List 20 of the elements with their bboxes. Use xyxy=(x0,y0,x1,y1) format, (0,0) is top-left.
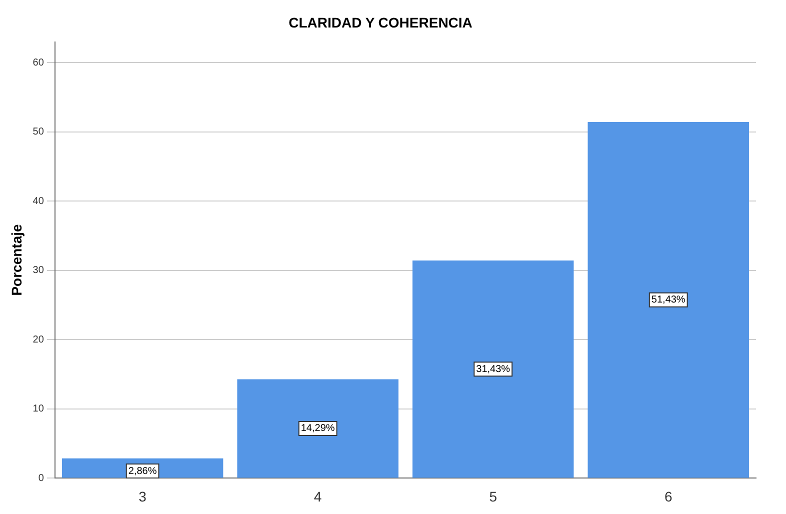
x-tick-label: 6 xyxy=(664,488,672,504)
y-axis-title: Porcentaje xyxy=(8,224,24,296)
y-tick-label: 20 xyxy=(32,334,44,346)
bar xyxy=(237,379,398,478)
y-tick-label: 40 xyxy=(32,196,44,207)
y-tick-label: 60 xyxy=(32,57,44,68)
bar xyxy=(588,122,749,478)
x-tick-label: 4 xyxy=(314,488,322,504)
data-label: 2,86% xyxy=(128,466,157,477)
data-label: 31,43% xyxy=(476,364,510,375)
y-tick-label: 10 xyxy=(32,404,44,415)
bar xyxy=(412,260,574,478)
chart-title: CLARIDAD Y COHERENCIA xyxy=(288,14,472,30)
x-tick-label: 5 xyxy=(489,488,498,504)
y-tick-label: 50 xyxy=(32,126,44,138)
x-tick-label: 3 xyxy=(138,488,147,504)
y-tick-label: 0 xyxy=(38,472,44,484)
y-tick-label: 30 xyxy=(32,265,44,276)
data-label: 14,29% xyxy=(300,423,335,434)
data-label: 51,43% xyxy=(651,294,686,306)
